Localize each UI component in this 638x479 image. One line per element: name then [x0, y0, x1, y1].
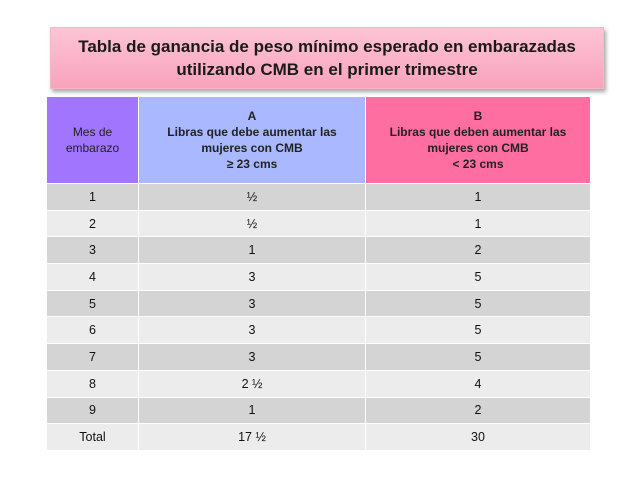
header-line: < 23 cms	[452, 157, 504, 171]
table-cell: 5	[47, 289, 139, 317]
table-cell: 3	[138, 263, 366, 291]
table-cell: 5	[365, 343, 591, 371]
title-line: utilizando CMB en el primer trimestre	[176, 60, 478, 79]
table-cell: 2	[47, 209, 139, 237]
header-line: ≥ 23 cms	[226, 157, 278, 171]
table-cell: 3	[47, 236, 139, 264]
header-line: Libras que deben aumentar las	[389, 125, 567, 139]
table-cell: 4	[47, 263, 139, 291]
header-cell: B Libras que deben aumentar las mujeres co…	[365, 97, 591, 184]
table-cell: 30	[365, 423, 591, 450]
table-cell: 7	[47, 343, 139, 371]
table-cell: 2 ½	[138, 369, 366, 397]
table-cell: 1	[365, 209, 591, 237]
table-cell: Total	[47, 423, 139, 450]
table-cell: 5	[365, 316, 591, 344]
header-line: mujeres con CMB	[201, 141, 303, 155]
table-cell: 4	[365, 369, 591, 397]
table-cell: 6	[47, 316, 139, 344]
header-line: Mes de	[72, 125, 113, 139]
table-cell: 3	[138, 289, 366, 317]
table-cell: 17 ½	[138, 423, 366, 450]
table-row: Total 17 ½ 30	[47, 423, 591, 450]
table-cell: 5	[365, 263, 591, 291]
header-row: Mes de embarazo A Libras que debe aumentar …	[47, 97, 591, 184]
header-line: B	[473, 109, 483, 123]
table-cell: ½	[138, 183, 366, 211]
table-cell: 1	[138, 396, 366, 424]
table-cell: 2	[365, 236, 591, 264]
table-cell: 3	[138, 316, 366, 344]
table-cell: 3	[138, 343, 366, 371]
header-cell: Mes de embarazo	[47, 97, 139, 184]
slide-title: Tabla de ganancia de peso mínimo esperad…	[50, 27, 604, 89]
header-line: embarazo	[65, 141, 120, 155]
table-cell: 5	[365, 289, 591, 317]
table-cell: 2	[365, 396, 591, 424]
header-line: A	[247, 109, 257, 123]
header-line: Libras que debe aumentar las	[167, 125, 337, 139]
table-cell: 1	[47, 183, 139, 211]
table-cell: 9	[47, 396, 139, 424]
table-cell: ½	[138, 209, 366, 237]
header-cell: A Libras que debe aumentar las mujeres con…	[138, 97, 366, 184]
header-line: mujeres con CMB	[427, 141, 529, 155]
table-cell: 1	[138, 236, 366, 264]
table-cell: 8	[47, 369, 139, 397]
table-cell: 1	[365, 183, 591, 211]
weight-table: Mes de embarazo A Libras que debe aumentar …	[47, 97, 591, 450]
title-line: Tabla de ganancia de peso mínimo esperad…	[78, 37, 576, 56]
